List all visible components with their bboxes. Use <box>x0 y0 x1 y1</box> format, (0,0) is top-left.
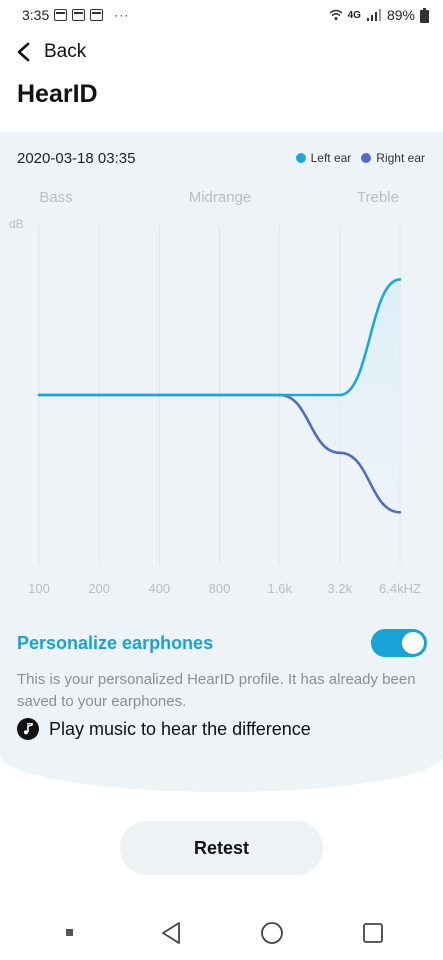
status-time: 3:35 <box>22 7 50 23</box>
calendar-icon <box>54 9 68 21</box>
x-tick-label: 800 <box>209 581 231 596</box>
status-bar: 3:35 ··· 4G 89% <box>0 0 443 30</box>
chart-x-ticks: 100 200 400 800 1.6k 3.2k 6.4kHZ <box>28 581 421 596</box>
square-recents-icon <box>362 922 383 943</box>
page-title: HearID <box>17 80 98 108</box>
y-axis-label: dB <box>9 217 24 231</box>
retest-button[interactable]: Retest <box>120 821 323 875</box>
hearing-profile-chart: Bass Midrange Treble dB 100 200 400 800 1.6k 3.… <box>9 189 421 596</box>
chevron-left-icon <box>17 42 30 62</box>
personalize-description: This is your personalized HearID profile… <box>17 671 416 710</box>
circle-home-icon <box>260 921 283 944</box>
system-nav-bar <box>0 905 443 960</box>
x-tick-label: 200 <box>88 581 110 596</box>
personalize-toggle[interactable] <box>371 629 427 657</box>
status-right: 4G 89% <box>329 7 429 23</box>
calendar-icon <box>90 9 104 21</box>
x-tick-label: 400 <box>148 581 170 596</box>
x-tick-label: 6.4kHZ <box>379 581 421 596</box>
chart-legend: Left ear Right ear <box>295 151 425 165</box>
personalize-label: Personalize earphones <box>17 632 214 653</box>
legend-label-right: Right ear <box>376 151 425 165</box>
series-line-left-ear <box>37 278 402 397</box>
signal-icon <box>366 9 381 21</box>
music-note-icon <box>17 718 39 740</box>
battery-percent: 89% <box>386 7 415 23</box>
music-hint-row: Play music to hear the difference <box>17 718 311 740</box>
back-button[interactable]: Back <box>14 36 86 68</box>
status-overflow: ··· <box>114 8 130 22</box>
legend-dot-right <box>361 153 372 163</box>
x-tick-label: 3.2k <box>328 581 353 596</box>
band-label: Treble <box>357 189 399 206</box>
chart-lines <box>37 278 402 514</box>
music-hint-label: Play music to hear the difference <box>49 718 311 739</box>
network-label: 4G <box>347 9 361 21</box>
x-tick-label: 1.6k <box>267 581 292 596</box>
legend-label-left: Left ear <box>310 151 352 165</box>
legend-left-ear: Left ear <box>295 151 352 165</box>
square-dot-icon <box>66 928 74 936</box>
nav-dot-button[interactable] <box>50 913 90 953</box>
personalize-row: Personalize earphones <box>17 628 427 658</box>
nav-recents-button[interactable] <box>353 913 393 953</box>
back-label: Back <box>44 41 87 62</box>
battery-icon <box>420 7 429 23</box>
legend-dot-left <box>295 153 306 163</box>
x-tick-label: 100 <box>28 581 50 596</box>
status-left: 3:35 ··· <box>22 7 129 23</box>
band-label: Bass <box>39 189 72 206</box>
nav-back-button[interactable] <box>151 913 191 953</box>
legend-right-ear: Right ear <box>361 151 425 165</box>
chart-band-labels: Bass Midrange Treble <box>39 189 399 206</box>
triangle-back-icon <box>162 921 181 944</box>
toggle-knob <box>402 632 424 654</box>
band-label: Midrange <box>189 189 252 206</box>
nav-home-button[interactable] <box>252 913 292 953</box>
wifi-calling-icon <box>329 9 343 20</box>
calendar-icon <box>72 9 86 21</box>
profile-date: 2020-03-18 03:35 <box>17 150 136 167</box>
